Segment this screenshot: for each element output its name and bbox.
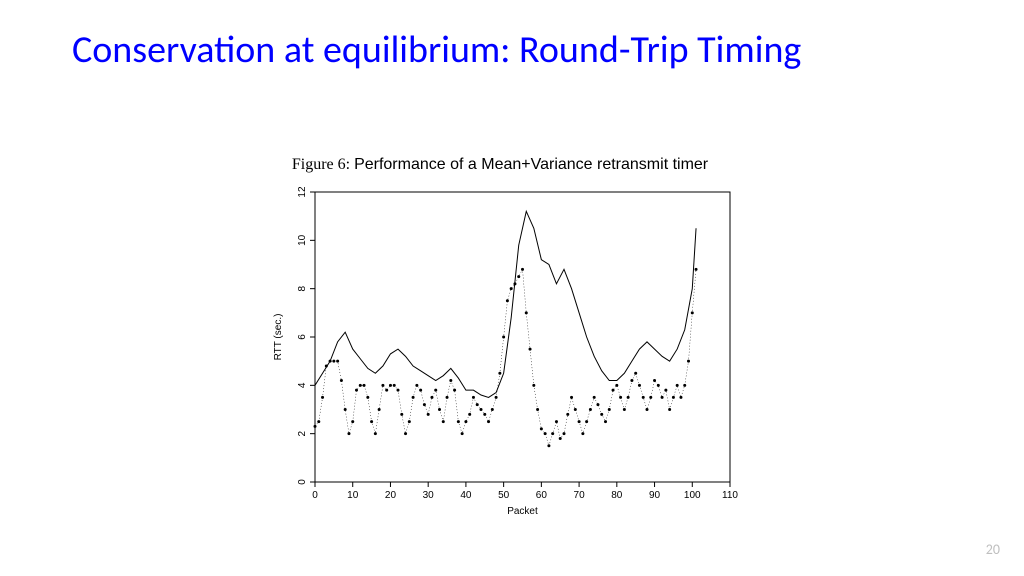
figure-title: Performance of a Mean+Variance retransmi…	[354, 156, 708, 173]
svg-text:Packet: Packet	[507, 506, 538, 517]
svg-text:RTT (sec.): RTT (sec.)	[273, 314, 284, 361]
svg-text:30: 30	[423, 490, 435, 501]
svg-text:12: 12	[297, 186, 308, 198]
svg-text:0: 0	[312, 490, 318, 501]
svg-text:10: 10	[347, 490, 359, 501]
svg-text:40: 40	[460, 490, 472, 501]
svg-text:80: 80	[611, 490, 623, 501]
svg-text:10: 10	[297, 234, 308, 246]
rtt-chart: 0 10 20 30 40 50 60 70 80 90 100 110 0 2 4 6 8 10 12 Packet…	[260, 182, 740, 522]
figure-container: Figure 6: Performance of a Mean+Variance…	[220, 156, 780, 522]
slide-title: Conservation at equilibrium: Round-Trip …	[72, 28, 952, 74]
svg-text:50: 50	[498, 490, 510, 501]
svg-text:90: 90	[649, 490, 661, 501]
figure-caption: Figure 6: Performance of a Mean+Variance…	[220, 156, 780, 174]
svg-text:20: 20	[385, 490, 397, 501]
svg-text:0: 0	[297, 479, 308, 485]
svg-text:60: 60	[536, 490, 548, 501]
svg-text:4: 4	[297, 382, 308, 388]
svg-text:8: 8	[297, 285, 308, 291]
svg-text:110: 110	[722, 490, 738, 501]
figure-prefix: Figure 6:	[292, 156, 354, 173]
svg-text:70: 70	[574, 490, 586, 501]
svg-text:100: 100	[684, 490, 701, 501]
svg-text:2: 2	[297, 430, 308, 436]
svg-text:6: 6	[297, 334, 308, 340]
page-number: 20	[986, 541, 1000, 558]
